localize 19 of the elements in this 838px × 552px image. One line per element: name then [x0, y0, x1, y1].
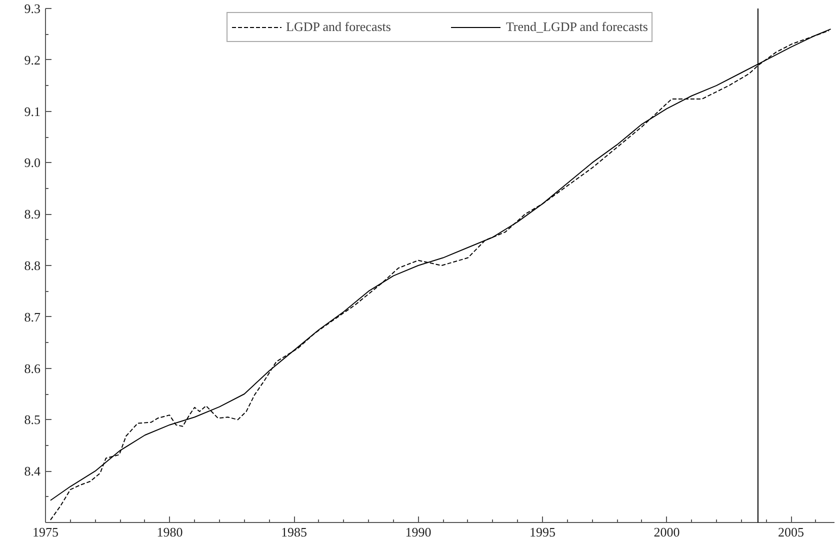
legend-label: LGDP and forecasts — [286, 19, 391, 35]
x-tick-label: 2000 — [654, 524, 680, 540]
y-tick-label: 9.1 — [24, 104, 40, 119]
y-tick-label: 8.7 — [24, 309, 41, 324]
x-tick-label: 1995 — [530, 524, 556, 540]
y-tick-label: 8.6 — [24, 360, 41, 376]
y-tick-label: 9.0 — [24, 155, 40, 170]
x-tick-label: 1980 — [156, 524, 183, 540]
x-tick-label: 2005 — [778, 524, 804, 540]
y-tick-label: 8.4 — [24, 464, 41, 479]
y-tick-label: 8.9 — [24, 206, 40, 222]
y-tick-label: 8.5 — [24, 412, 40, 428]
y-tick-label: 9.2 — [24, 52, 40, 68]
y-tick-label: 9.3 — [24, 1, 40, 16]
y-tick-label: 8.8 — [24, 258, 40, 273]
x-tick-label: 1990 — [405, 524, 432, 540]
x-tick-label: 1975 — [32, 524, 58, 540]
x-tick-label: 1985 — [281, 524, 308, 540]
legend-label: Trend_LGDP and forecasts — [506, 19, 648, 35]
